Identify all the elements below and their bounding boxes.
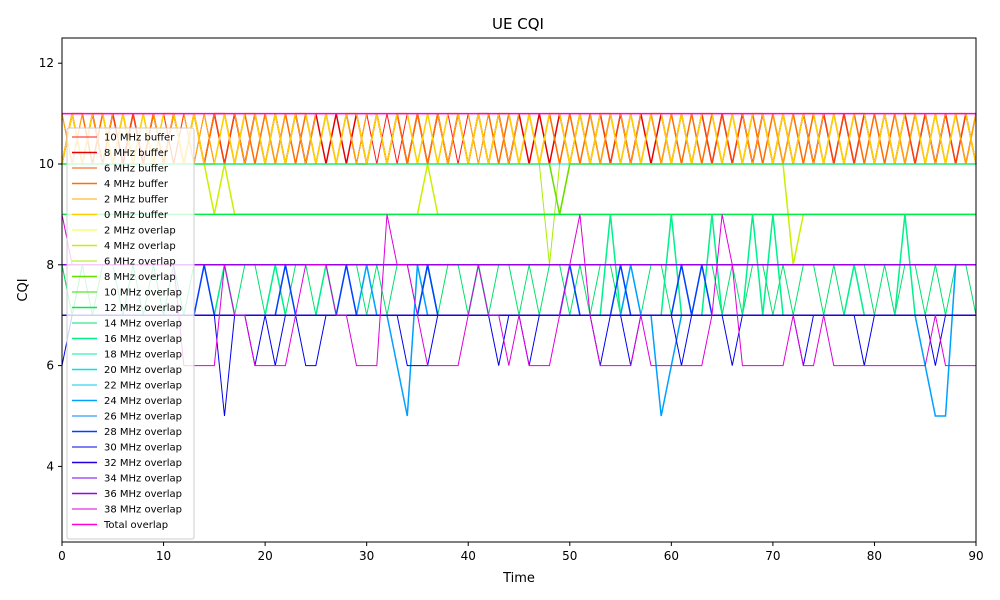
x-tick-label-9: 90 — [968, 549, 983, 563]
x-tick-label-8: 80 — [867, 549, 882, 563]
x-tick-label-1: 10 — [156, 549, 171, 563]
legend: 10 MHz buffer 8 MHz buffer 6 MHz buffer 4 M… — [66, 127, 195, 540]
y-tick-label-0: 4 — [46, 459, 54, 473]
legend-label-14: 18 MHz overlap — [104, 350, 182, 361]
x-tick-label-6: 60 — [664, 549, 679, 563]
legend-label-24: 38 MHz overlap — [104, 505, 182, 516]
x-tick-label-3: 30 — [359, 549, 374, 563]
legend-label-11: 12 MHz overlap — [104, 303, 182, 314]
x-tick-label-5: 50 — [562, 549, 577, 563]
y-axis-label: CQI — [16, 278, 31, 301]
legend-label-2: 6 MHz buffer — [104, 164, 169, 175]
legend-label-5: 0 MHz buffer — [104, 210, 169, 221]
series-line-24 — [61, 214, 976, 367]
y-tick-label-2: 8 — [46, 258, 54, 272]
legend-label-25: Total overlap — [103, 520, 168, 531]
legend-label-3: 4 MHz buffer — [104, 179, 169, 190]
legend-label-15: 20 MHz overlap — [104, 365, 182, 376]
x-tick-label-4: 40 — [461, 549, 476, 563]
chart-title: UE CQI — [492, 15, 544, 33]
legend-label-17: 24 MHz overlap — [104, 396, 182, 407]
x-tick-label-0: 0 — [58, 549, 66, 563]
y-tick-label-1: 6 — [46, 359, 54, 373]
legend-label-18: 26 MHz overlap — [104, 412, 182, 423]
legend-label-16: 22 MHz overlap — [104, 381, 182, 392]
legend-label-19: 28 MHz overlap — [104, 427, 182, 438]
legend-label-21: 32 MHz overlap — [104, 458, 182, 469]
plot-frame — [61, 37, 977, 543]
legend-label-12: 14 MHz overlap — [104, 319, 182, 330]
legend-label-8: 6 MHz overlap — [104, 257, 176, 268]
legend-label-23: 36 MHz overlap — [104, 489, 182, 500]
legend-label-1: 8 MHz buffer — [104, 148, 169, 159]
y-axis: 4 6 8 10 12 — [39, 56, 62, 473]
legend-label-6: 2 MHz overlap — [104, 226, 176, 237]
x-tick-label-7: 70 — [765, 549, 780, 563]
y-tick-label-4: 12 — [39, 56, 54, 70]
legend-label-10: 10 MHz overlap — [104, 288, 182, 299]
legend-label-22: 34 MHz overlap — [104, 474, 182, 485]
series-layer — [61, 112, 977, 417]
x-axis: 0 10 20 30 40 50 60 70 80 90 — [58, 542, 984, 563]
x-axis-label: Time — [502, 571, 535, 586]
y-tick-label-3: 10 — [39, 157, 54, 171]
x-tick-label-2: 20 — [257, 549, 272, 563]
legend-label-20: 30 MHz overlap — [104, 443, 182, 454]
legend-label-0: 10 MHz buffer — [104, 133, 175, 144]
legend-label-7: 4 MHz overlap — [104, 241, 176, 252]
legend-label-13: 16 MHz overlap — [104, 334, 182, 345]
legend-label-4: 2 MHz buffer — [104, 195, 169, 206]
legend-label-9: 8 MHz overlap — [104, 272, 176, 283]
legend-box — [66, 127, 195, 540]
